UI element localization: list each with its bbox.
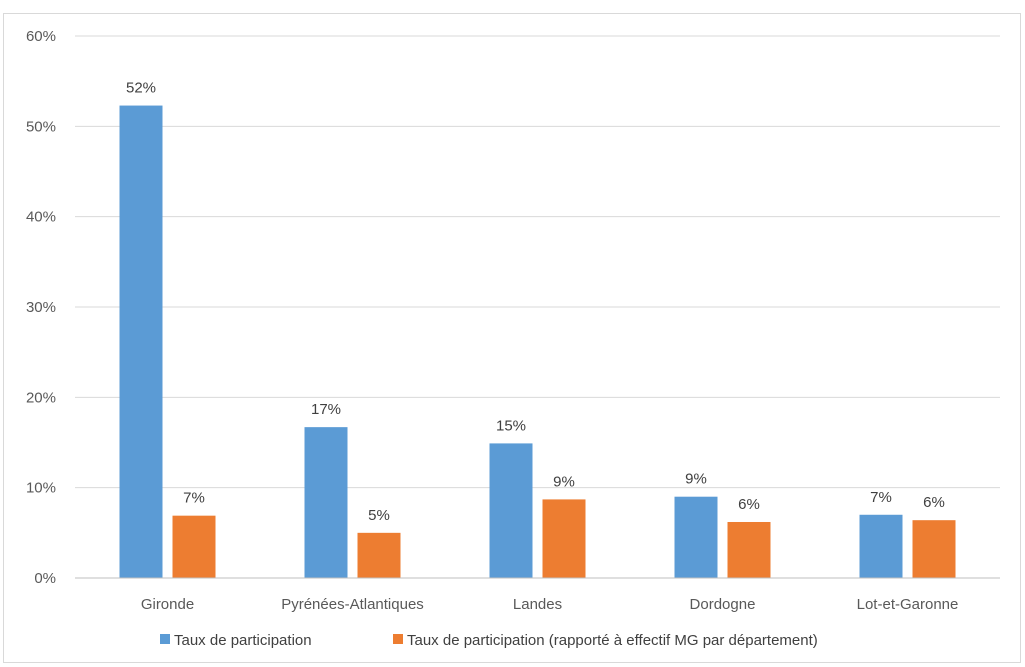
data-label: 17% xyxy=(311,401,341,418)
legend-swatch xyxy=(160,634,170,644)
bar-participation xyxy=(859,514,903,578)
data-label: 7% xyxy=(870,489,892,506)
data-label: 6% xyxy=(738,496,760,513)
legend-label: Taux de participation (rapporté à effect… xyxy=(407,632,818,649)
y-tick-label: 50% xyxy=(26,118,56,135)
legend-swatch xyxy=(393,634,403,644)
bar-participation xyxy=(119,105,163,578)
bar-participation xyxy=(304,427,348,578)
data-label: 15% xyxy=(496,417,526,434)
bar-participation-rapporte xyxy=(912,520,956,578)
x-tick-label: Dordogne xyxy=(690,596,756,613)
x-tick-label: Gironde xyxy=(141,596,194,613)
data-label: 52% xyxy=(126,80,156,97)
data-label: 9% xyxy=(685,471,707,488)
legend-label: Taux de participation xyxy=(174,632,312,649)
x-tick-label: Lot-et-Garonne xyxy=(857,596,959,613)
data-label: 7% xyxy=(183,490,205,507)
bar-participation-rapporte xyxy=(727,521,771,578)
bar-participation-rapporte xyxy=(357,532,401,578)
x-tick-label: Pyrénées-Atlantiques xyxy=(281,596,424,613)
bar-participation-rapporte xyxy=(542,499,586,578)
bar-participation xyxy=(489,443,533,578)
bar-participation-rapporte xyxy=(172,515,216,578)
bar-participation xyxy=(674,496,718,578)
chart-frame xyxy=(3,13,1021,663)
y-tick-label: 20% xyxy=(26,389,56,406)
x-tick-label: Landes xyxy=(513,596,562,613)
data-label: 6% xyxy=(923,494,945,511)
y-tick-label: 60% xyxy=(26,28,56,45)
y-tick-label: 10% xyxy=(26,480,56,497)
y-tick-label: 40% xyxy=(26,209,56,226)
y-tick-label: 0% xyxy=(34,570,56,587)
data-label: 9% xyxy=(553,473,575,490)
y-tick-label: 30% xyxy=(26,299,56,316)
data-label: 5% xyxy=(368,507,390,524)
